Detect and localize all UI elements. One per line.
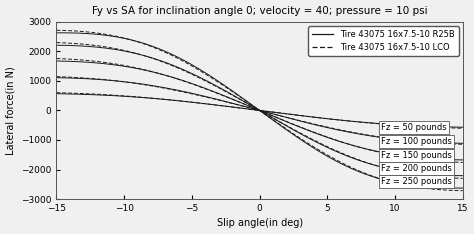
Text: Fz = 200 pounds: Fz = 200 pounds xyxy=(382,164,452,173)
Legend: Tire 43075 16x7.5-10 R25B, Tire 43075 16x7.5-10 LCO: Tire 43075 16x7.5-10 R25B, Tire 43075 16… xyxy=(308,26,458,56)
Text: Fz = 100 pounds: Fz = 100 pounds xyxy=(382,137,452,146)
Text: Fz = 150 pounds: Fz = 150 pounds xyxy=(382,151,452,160)
Title: Fy vs SA for inclination angle 0; velocity = 40; pressure = 10 psi: Fy vs SA for inclination angle 0; veloci… xyxy=(92,6,428,15)
Text: Fz = 250 pounds: Fz = 250 pounds xyxy=(382,177,452,186)
X-axis label: Slip angle(in deg): Slip angle(in deg) xyxy=(217,219,302,228)
Y-axis label: Lateral force(in N): Lateral force(in N) xyxy=(6,66,16,155)
Text: Fz = 50 pounds: Fz = 50 pounds xyxy=(382,123,447,132)
